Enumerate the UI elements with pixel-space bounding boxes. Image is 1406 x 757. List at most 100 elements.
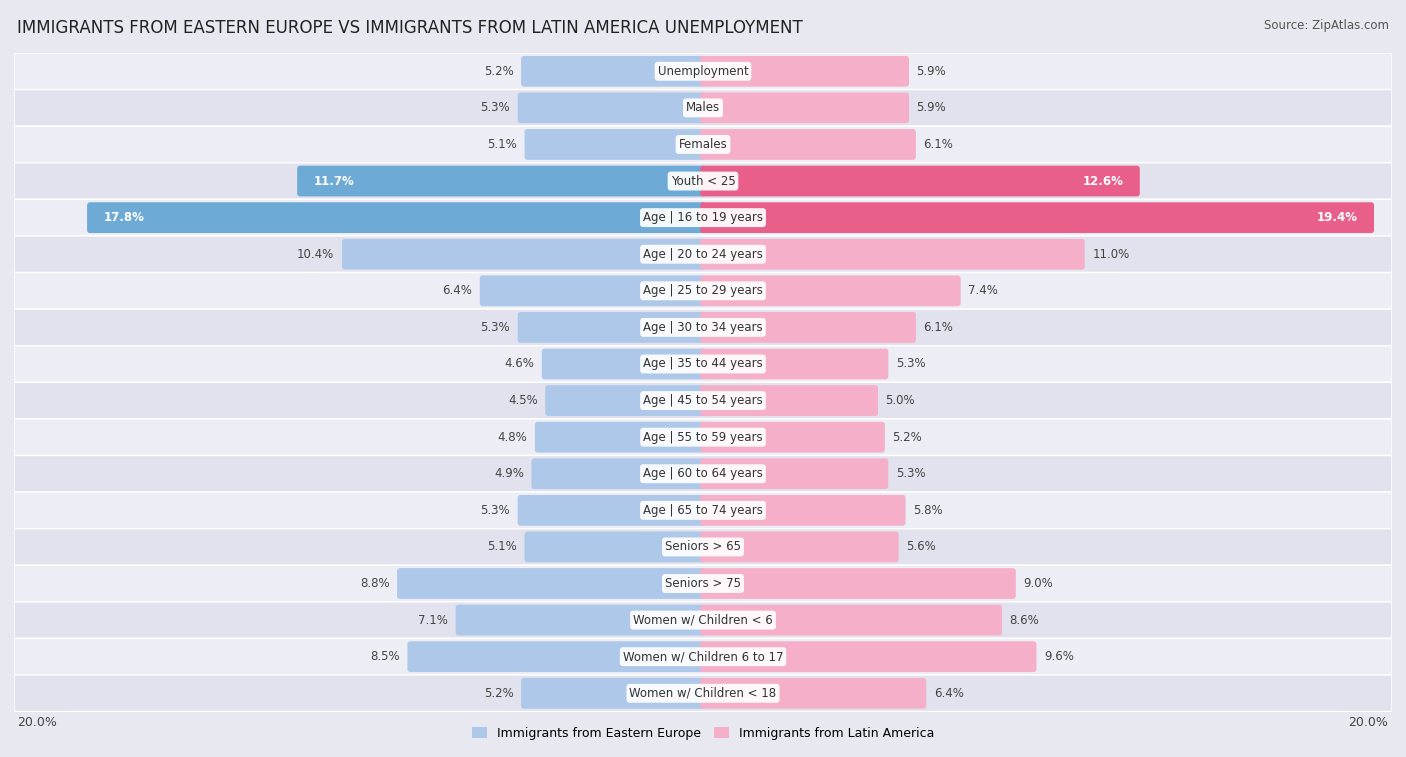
FancyBboxPatch shape <box>522 678 706 709</box>
FancyBboxPatch shape <box>14 382 1392 419</box>
Text: Seniors > 75: Seniors > 75 <box>665 577 741 590</box>
Text: 9.0%: 9.0% <box>1024 577 1053 590</box>
FancyBboxPatch shape <box>700 166 1140 196</box>
Text: Age | 20 to 24 years: Age | 20 to 24 years <box>643 248 763 260</box>
FancyBboxPatch shape <box>14 602 1392 638</box>
FancyBboxPatch shape <box>14 89 1392 126</box>
FancyBboxPatch shape <box>700 202 1374 233</box>
Text: Age | 25 to 29 years: Age | 25 to 29 years <box>643 285 763 298</box>
FancyBboxPatch shape <box>700 56 910 86</box>
Text: 7.1%: 7.1% <box>418 614 449 627</box>
Text: Women w/ Children 6 to 17: Women w/ Children 6 to 17 <box>623 650 783 663</box>
Text: 5.3%: 5.3% <box>896 467 925 480</box>
FancyBboxPatch shape <box>700 531 898 562</box>
FancyBboxPatch shape <box>396 569 706 599</box>
FancyBboxPatch shape <box>700 385 877 416</box>
Text: 9.6%: 9.6% <box>1045 650 1074 663</box>
Text: 5.6%: 5.6% <box>907 540 936 553</box>
FancyBboxPatch shape <box>700 641 1036 672</box>
FancyBboxPatch shape <box>524 531 706 562</box>
Text: 8.8%: 8.8% <box>360 577 389 590</box>
Text: Females: Females <box>679 138 727 151</box>
FancyBboxPatch shape <box>14 638 1392 675</box>
FancyBboxPatch shape <box>524 129 706 160</box>
Text: 5.8%: 5.8% <box>912 504 943 517</box>
FancyBboxPatch shape <box>700 569 1015 599</box>
Text: 6.1%: 6.1% <box>924 138 953 151</box>
FancyBboxPatch shape <box>14 163 1392 199</box>
Text: 5.3%: 5.3% <box>481 321 510 334</box>
FancyBboxPatch shape <box>700 678 927 709</box>
Text: 20.0%: 20.0% <box>17 716 58 729</box>
Text: 5.1%: 5.1% <box>488 138 517 151</box>
Text: 5.3%: 5.3% <box>481 504 510 517</box>
FancyBboxPatch shape <box>14 492 1392 528</box>
Text: Women w/ Children < 18: Women w/ Children < 18 <box>630 687 776 699</box>
Text: 17.8%: 17.8% <box>104 211 145 224</box>
Text: IMMIGRANTS FROM EASTERN EUROPE VS IMMIGRANTS FROM LATIN AMERICA UNEMPLOYMENT: IMMIGRANTS FROM EASTERN EUROPE VS IMMIGR… <box>17 19 803 37</box>
FancyBboxPatch shape <box>700 129 915 160</box>
Text: 19.4%: 19.4% <box>1316 211 1358 224</box>
FancyBboxPatch shape <box>14 309 1392 346</box>
Text: 6.4%: 6.4% <box>934 687 963 699</box>
FancyBboxPatch shape <box>14 528 1392 565</box>
FancyBboxPatch shape <box>700 239 1084 269</box>
Text: Age | 45 to 54 years: Age | 45 to 54 years <box>643 394 763 407</box>
Text: 8.6%: 8.6% <box>1010 614 1039 627</box>
FancyBboxPatch shape <box>541 349 706 379</box>
Text: 5.9%: 5.9% <box>917 101 946 114</box>
Text: Seniors > 65: Seniors > 65 <box>665 540 741 553</box>
FancyBboxPatch shape <box>342 239 706 269</box>
Text: 6.1%: 6.1% <box>924 321 953 334</box>
Text: Age | 55 to 59 years: Age | 55 to 59 years <box>643 431 763 444</box>
Text: 4.8%: 4.8% <box>498 431 527 444</box>
FancyBboxPatch shape <box>700 495 905 525</box>
FancyBboxPatch shape <box>700 459 889 489</box>
FancyBboxPatch shape <box>517 92 706 123</box>
FancyBboxPatch shape <box>700 276 960 306</box>
Text: 8.5%: 8.5% <box>370 650 399 663</box>
Text: 20.0%: 20.0% <box>1348 716 1389 729</box>
FancyBboxPatch shape <box>14 456 1392 492</box>
Text: 5.3%: 5.3% <box>896 357 925 370</box>
Text: Age | 65 to 74 years: Age | 65 to 74 years <box>643 504 763 517</box>
FancyBboxPatch shape <box>517 495 706 525</box>
Text: 10.4%: 10.4% <box>297 248 335 260</box>
Legend: Immigrants from Eastern Europe, Immigrants from Latin America: Immigrants from Eastern Europe, Immigran… <box>467 722 939 745</box>
Text: 11.7%: 11.7% <box>314 175 354 188</box>
Text: Age | 60 to 64 years: Age | 60 to 64 years <box>643 467 763 480</box>
FancyBboxPatch shape <box>14 419 1392 456</box>
Text: 5.3%: 5.3% <box>481 101 510 114</box>
FancyBboxPatch shape <box>700 422 884 453</box>
Text: 6.4%: 6.4% <box>443 285 472 298</box>
FancyBboxPatch shape <box>700 312 915 343</box>
Text: Unemployment: Unemployment <box>658 65 748 78</box>
FancyBboxPatch shape <box>700 349 889 379</box>
FancyBboxPatch shape <box>700 605 1002 635</box>
FancyBboxPatch shape <box>546 385 706 416</box>
Text: 12.6%: 12.6% <box>1083 175 1123 188</box>
Text: Age | 35 to 44 years: Age | 35 to 44 years <box>643 357 763 370</box>
Text: 5.2%: 5.2% <box>484 65 513 78</box>
FancyBboxPatch shape <box>14 236 1392 273</box>
Text: 4.6%: 4.6% <box>505 357 534 370</box>
FancyBboxPatch shape <box>14 346 1392 382</box>
FancyBboxPatch shape <box>700 92 910 123</box>
FancyBboxPatch shape <box>14 126 1392 163</box>
Text: 5.2%: 5.2% <box>893 431 922 444</box>
Text: 4.5%: 4.5% <box>508 394 537 407</box>
Text: 5.1%: 5.1% <box>488 540 517 553</box>
FancyBboxPatch shape <box>517 312 706 343</box>
FancyBboxPatch shape <box>14 199 1392 236</box>
Text: 5.0%: 5.0% <box>886 394 915 407</box>
FancyBboxPatch shape <box>14 53 1392 89</box>
Text: Males: Males <box>686 101 720 114</box>
FancyBboxPatch shape <box>14 273 1392 309</box>
Text: Age | 30 to 34 years: Age | 30 to 34 years <box>643 321 763 334</box>
Text: Women w/ Children < 6: Women w/ Children < 6 <box>633 614 773 627</box>
Text: 5.2%: 5.2% <box>484 687 513 699</box>
FancyBboxPatch shape <box>87 202 706 233</box>
FancyBboxPatch shape <box>14 565 1392 602</box>
Text: 5.9%: 5.9% <box>917 65 946 78</box>
FancyBboxPatch shape <box>534 422 706 453</box>
